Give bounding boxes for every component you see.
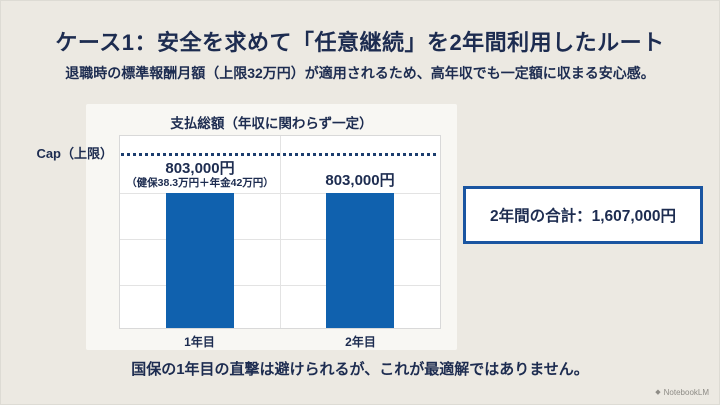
slide-subtitle: 退職時の標準報酬月額（上限32万円）が適用されるため、高年収でも一定額に収まる安… — [65, 65, 655, 81]
x-axis-label: 2年目 — [345, 335, 376, 349]
watermark-label: NotebookLM — [663, 388, 709, 397]
gridline-vertical — [280, 136, 281, 328]
bar-value-text: 803,000円 — [325, 171, 395, 189]
cap-dotted-line — [121, 153, 439, 156]
bar-value-label: 803,000円 — [245, 172, 475, 189]
total-callout-text: 2年間の合計：1,607,000円 — [489, 208, 677, 225]
x-axis-label: 1年目 — [184, 335, 215, 349]
chart-panel: 支払総額（年収に関わらず一定） 803,000円 （健保38.3万円＋年金42万円… — [86, 104, 457, 350]
bar-sub-label: （健保38.3万円＋年金42万円） — [126, 176, 274, 189]
bar-column: 803,000円 — [280, 136, 440, 328]
total-callout: 2年間の合計：1,607,000円 — [463, 186, 703, 244]
footer-note: 国保の1年目の直撃は避けられるが、これが最適解ではありません。 — [131, 361, 589, 378]
bar-value-label: 803,000円 （健保38.3万円＋年金42万円） — [85, 160, 315, 189]
watermark: ◆ NotebookLM — [655, 388, 709, 397]
cap-label: Cap（上限） — [36, 146, 113, 161]
bar-value-text: 803,000円 — [165, 159, 235, 177]
x-axis-labels: 1年目 2年目 — [119, 333, 441, 350]
bar — [326, 193, 394, 328]
notebooklm-icon: ◆ — [655, 389, 661, 396]
chart-plot-area: 803,000円 （健保38.3万円＋年金42万円） 803,000円 — [119, 135, 441, 329]
bar-column: 803,000円 （健保38.3万円＋年金42万円） — [120, 136, 280, 328]
chart-title: 支払総額（年収に関わらず一定） — [170, 116, 373, 131]
bar — [166, 193, 234, 328]
slide-title: ケース1：安全を求めて「任意継続」を2年間利用したルート — [55, 30, 665, 55]
